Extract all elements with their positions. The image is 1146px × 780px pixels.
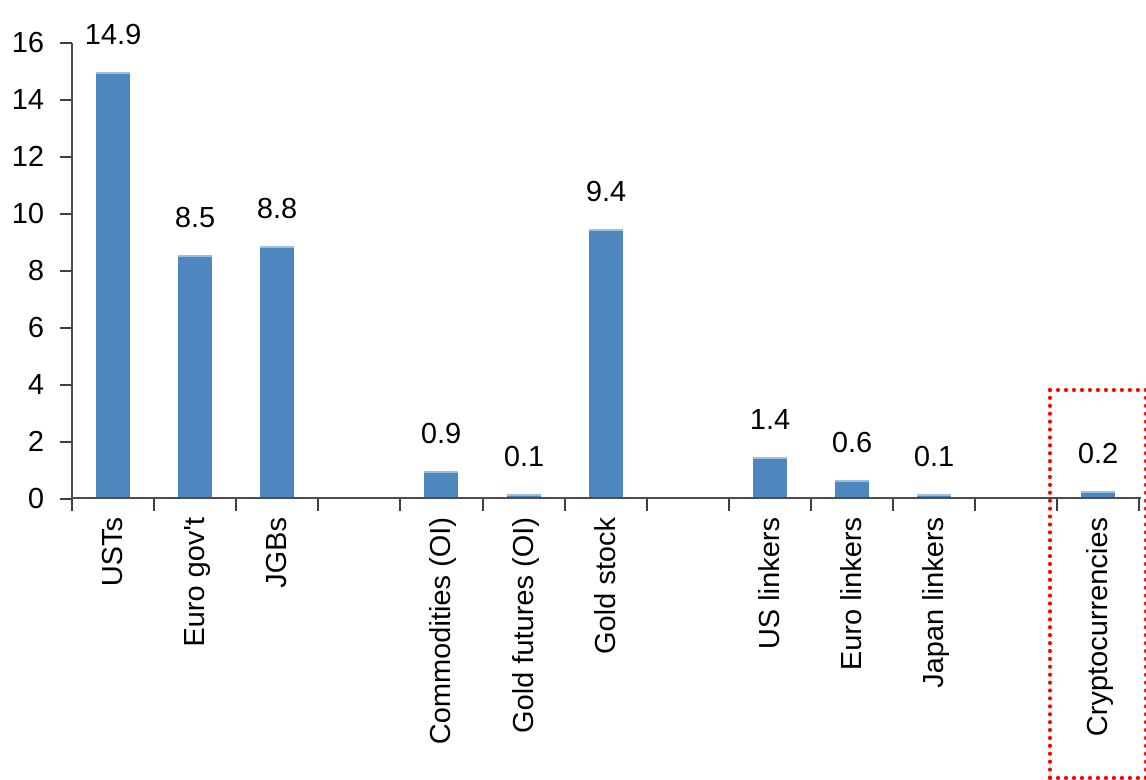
x-axis-tick bbox=[482, 499, 484, 511]
y-axis-label-10: 10 bbox=[11, 198, 44, 230]
x-axis-tick bbox=[71, 499, 73, 511]
x-axis-line bbox=[71, 497, 1141, 499]
x-axis-label-wrap: Euro gov't bbox=[154, 517, 236, 777]
bar-value-commodities-oi: 0.9 bbox=[420, 418, 462, 450]
y-axis-tick bbox=[60, 99, 72, 101]
bar-cryptocurrencies bbox=[1081, 491, 1115, 497]
y-axis-line bbox=[71, 43, 73, 497]
y-axis-tick bbox=[60, 327, 72, 329]
bar-value-usts: 14.9 bbox=[84, 19, 142, 51]
x-axis-label-commodities-oi: Commodities (OI) bbox=[425, 517, 457, 745]
y-axis-tick bbox=[60, 384, 72, 386]
x-axis-tick bbox=[153, 499, 155, 511]
x-axis-label-wrap: Gold stock bbox=[565, 517, 647, 777]
x-axis-tick bbox=[974, 499, 976, 511]
bar-us-linkers bbox=[753, 457, 787, 497]
bar-value-jgbs: 8.8 bbox=[256, 193, 298, 225]
x-axis-tick bbox=[892, 499, 894, 511]
bar-value-cryptocurrencies: 0.2 bbox=[1077, 438, 1119, 470]
x-axis-label-jgbs: JGBs bbox=[261, 517, 293, 588]
y-axis-label-12: 12 bbox=[11, 141, 44, 173]
x-axis-label-us-linkers: US linkers bbox=[754, 517, 786, 650]
x-axis-label-euro-gov-t: Euro gov't bbox=[179, 517, 211, 647]
x-axis-label-usts: USTs bbox=[97, 517, 129, 587]
x-axis-label-japan-linkers: Japan linkers bbox=[918, 517, 950, 688]
y-axis-tick bbox=[60, 213, 72, 215]
y-axis-label-2: 2 bbox=[27, 426, 44, 458]
highlight-box-cryptocurrencies bbox=[1048, 388, 1146, 780]
x-axis-tick bbox=[317, 499, 319, 511]
y-axis-tick bbox=[60, 270, 72, 272]
x-axis-tick bbox=[399, 499, 401, 511]
y-axis-label-4: 4 bbox=[27, 369, 44, 401]
x-axis-label-wrap: Euro linkers bbox=[811, 517, 893, 777]
y-axis-label-0: 0 bbox=[27, 483, 44, 515]
bar-value-euro-linkers: 0.6 bbox=[831, 427, 873, 459]
x-axis-tick bbox=[564, 499, 566, 511]
bar-usts bbox=[96, 72, 130, 497]
bar-value-euro-gov-t: 8.5 bbox=[174, 202, 216, 234]
y-axis-tick bbox=[60, 498, 72, 500]
bar-gold-stock bbox=[589, 229, 623, 497]
x-axis-tick bbox=[728, 499, 730, 511]
y-axis-tick bbox=[60, 156, 72, 158]
bar-gold-futures-oi bbox=[507, 494, 541, 497]
y-axis-label-16: 16 bbox=[11, 27, 44, 59]
bar-euro-gov-t bbox=[178, 255, 212, 497]
x-axis-label-gold-stock: Gold stock bbox=[590, 517, 622, 654]
x-axis-label-wrap: Japan linkers bbox=[893, 517, 975, 777]
x-axis-label-wrap: JGBs bbox=[236, 517, 318, 777]
x-axis-label-gold-futures-oi: Gold futures (OI) bbox=[508, 517, 540, 733]
bar-value-us-linkers: 1.4 bbox=[749, 404, 791, 436]
bar-jgbs bbox=[260, 246, 294, 497]
y-axis-label-14: 14 bbox=[11, 84, 44, 116]
x-axis-label-wrap: Commodities (OI) bbox=[400, 517, 482, 777]
x-axis-tick bbox=[646, 499, 648, 511]
x-axis-tick bbox=[1138, 499, 1140, 511]
x-axis-tick bbox=[235, 499, 237, 511]
bar-commodities-oi bbox=[424, 471, 458, 497]
y-axis-label-6: 6 bbox=[27, 312, 44, 344]
bar-value-gold-futures-oi: 0.1 bbox=[503, 441, 545, 473]
x-axis-tick bbox=[810, 499, 812, 511]
y-axis-tick bbox=[60, 42, 72, 44]
x-axis-label-euro-linkers: Euro linkers bbox=[836, 517, 868, 671]
y-axis-tick bbox=[60, 441, 72, 443]
bar-value-japan-linkers: 0.1 bbox=[913, 441, 955, 473]
x-axis-label-wrap: US linkers bbox=[729, 517, 811, 777]
x-axis-label-wrap: USTs bbox=[72, 517, 154, 777]
bar-japan-linkers bbox=[917, 494, 951, 497]
bar-euro-linkers bbox=[835, 480, 869, 497]
bar-value-gold-stock: 9.4 bbox=[585, 176, 627, 208]
y-axis-label-8: 8 bbox=[27, 255, 44, 287]
x-axis-tick bbox=[1056, 499, 1058, 511]
x-axis-label-wrap: Gold futures (OI) bbox=[483, 517, 565, 777]
